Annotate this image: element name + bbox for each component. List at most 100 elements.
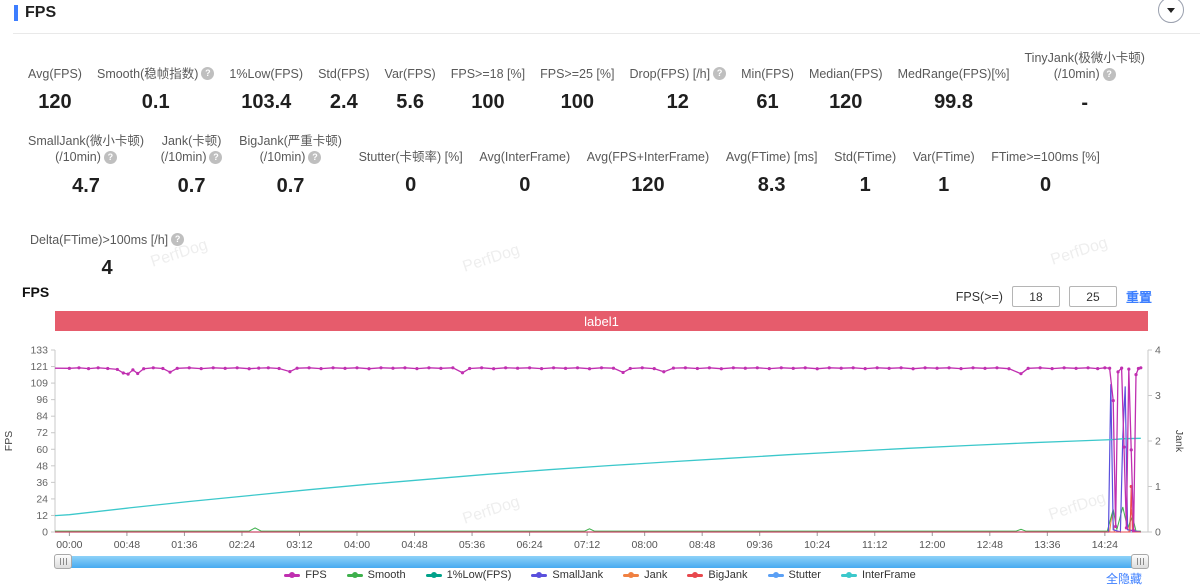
svg-text:09:36: 09:36 — [747, 539, 773, 551]
stat-value: 8.3 — [757, 174, 786, 196]
help-icon[interactable]: ? — [103, 150, 117, 164]
fps-threshold-input-1[interactable] — [1011, 286, 1060, 307]
chart-banner: label1 — [55, 311, 1148, 331]
x-range-slider[interactable] — [54, 554, 1149, 569]
stat-cell: Avg(FPS+InterFrame) 120 — [587, 133, 709, 198]
fps-threshold-input-2[interactable] — [1068, 286, 1117, 307]
legend-item-smalljank[interactable]: SmallJank — [531, 569, 603, 581]
stat-label: FPS>=18 [%] — [450, 66, 526, 81]
stat-value: 0.7 — [177, 174, 206, 197]
stat-value: 99.8 — [934, 91, 973, 113]
fps-chart[interactable]: 133 121 109 96 84 72 60 48 36 24 12 0 4 3 2 1 0 00:00 00:4… — [0, 338, 1200, 552]
svg-text:2: 2 — [1155, 436, 1161, 448]
stat-value: - — [1081, 91, 1089, 114]
legend-item-jank[interactable]: Jank — [623, 569, 667, 581]
fps-chart-svg[interactable]: 133 121 109 96 84 72 60 48 36 24 12 0 4 3 2 1 0 00:00 00:4… — [0, 338, 1200, 552]
svg-text:10:24: 10:24 — [804, 539, 830, 551]
svg-text:Jank: Jank — [1173, 430, 1185, 453]
legend-item-smooth[interactable]: Smooth — [346, 569, 406, 581]
stat-value: 12 — [666, 91, 689, 113]
stat-cell: Avg(FPS) 120 — [28, 50, 82, 115]
caret-down-icon — [1167, 7, 1175, 13]
legend-marker — [767, 572, 784, 578]
legend-item-interframe[interactable]: InterFrame — [840, 569, 916, 581]
stat-cell: FTime>=100ms [%] 0 — [991, 133, 1100, 198]
svg-text:96: 96 — [36, 394, 48, 406]
stats-row-3: Delta(FTime)>100ms [/h]? 4 — [30, 216, 190, 280]
legend-item-bigjank[interactable]: BigJank — [687, 569, 748, 581]
stat-value: 2.4 — [329, 91, 358, 113]
accent-bar — [14, 5, 18, 21]
svg-text:1: 1 — [1155, 481, 1161, 493]
stat-cell: Var(FTime) 1 — [913, 133, 975, 198]
stat-value: 4 — [101, 257, 113, 279]
help-icon[interactable]: ? — [209, 150, 223, 164]
stat-label: MedRange(FPS)[%] — [897, 66, 1010, 81]
slider-handle-right[interactable] — [1131, 554, 1149, 569]
svg-text:0: 0 — [1155, 527, 1161, 539]
stat-cell: Avg(FTime) [ms] 8.3 — [726, 133, 818, 198]
stat-value: 120 — [631, 174, 665, 196]
legend-marker — [531, 572, 548, 578]
legend-label: Smooth — [367, 569, 406, 581]
svg-text:72: 72 — [36, 427, 48, 439]
help-icon[interactable]: ? — [308, 150, 322, 164]
stat-label: Var(FPS) — [384, 66, 436, 81]
svg-text:12: 12 — [36, 510, 48, 522]
stats-row-1: Avg(FPS) 120 Smooth(稳帧指数)? 0.1 1%Low(FPS) 103… — [28, 50, 1145, 115]
legend-item-fps[interactable]: FPS — [284, 569, 327, 581]
svg-text:48: 48 — [36, 460, 48, 472]
chart-title: FPS — [22, 284, 50, 300]
svg-text:121: 121 — [30, 361, 48, 373]
help-icon[interactable]: ? — [713, 67, 727, 81]
stat-cell: MedRange(FPS)[%] 99.8 — [898, 50, 1010, 115]
svg-text:12:48: 12:48 — [977, 539, 1003, 551]
section-divider — [13, 33, 1200, 34]
legend-marker — [687, 572, 704, 578]
stat-cell: Min(FPS) 61 — [741, 50, 794, 115]
svg-text:08:48: 08:48 — [689, 539, 715, 551]
stat-cell: Median(FPS) 120 — [809, 50, 883, 115]
stat-label: SmallJank(微小卡顿) (/10min)? — [28, 134, 144, 165]
stat-cell: Drop(FPS) [/h]? 12 — [630, 50, 727, 115]
svg-text:60: 60 — [36, 444, 48, 456]
grip-icon — [59, 558, 67, 565]
help-icon[interactable]: ? — [1102, 67, 1116, 81]
legend-item-1-low-fps-[interactable]: 1%Low(FPS) — [425, 569, 511, 581]
stat-value: 5.6 — [396, 91, 425, 113]
svg-text:00:00: 00:00 — [56, 539, 82, 551]
svg-text:13:36: 13:36 — [1034, 539, 1060, 551]
stat-value: 0.1 — [141, 91, 170, 113]
stat-value: 1 — [859, 174, 871, 196]
svg-text:04:48: 04:48 — [401, 539, 427, 551]
svg-text:FPS: FPS — [3, 431, 15, 451]
svg-text:24: 24 — [36, 493, 48, 505]
stat-cell: 1%Low(FPS) 103.4 — [229, 50, 303, 115]
legend-item-stutter[interactable]: Stutter — [767, 569, 821, 581]
stat-label: Jank(卡顿) (/10min)? — [160, 134, 223, 165]
svg-text:36: 36 — [36, 477, 48, 489]
stat-value: 0 — [519, 174, 531, 196]
stat-cell: FPS>=18 [%] 100 — [451, 50, 525, 115]
svg-text:109: 109 — [30, 378, 48, 390]
stat-label: Avg(FPS) — [28, 66, 82, 81]
collapse-button[interactable] — [1158, 0, 1184, 23]
watermark: PerfDog — [1048, 234, 1110, 269]
legend-marker — [840, 572, 857, 578]
stat-label: Var(FTime) — [912, 149, 975, 164]
stat-cell: FPS>=25 [%] 100 — [540, 50, 614, 115]
reset-link[interactable]: 重置 — [1125, 290, 1152, 305]
legend-marker — [623, 572, 640, 578]
help-icon[interactable]: ? — [171, 233, 185, 247]
slider-handle-left[interactable] — [54, 554, 72, 569]
help-icon[interactable]: ? — [201, 67, 215, 81]
hide-all-link[interactable]: 全隐藏 — [1105, 572, 1142, 586]
page-header: FPS — [14, 4, 56, 22]
stat-value: 120 — [829, 91, 863, 113]
legend-label: BigJank — [708, 569, 748, 581]
svg-text:4: 4 — [1155, 345, 1161, 357]
stat-label: Avg(InterFrame) — [479, 149, 571, 164]
stat-cell: SmallJank(微小卡顿) (/10min)? 4.7 — [28, 133, 144, 198]
stat-value: 0 — [405, 174, 417, 196]
legend-marker — [346, 572, 363, 578]
